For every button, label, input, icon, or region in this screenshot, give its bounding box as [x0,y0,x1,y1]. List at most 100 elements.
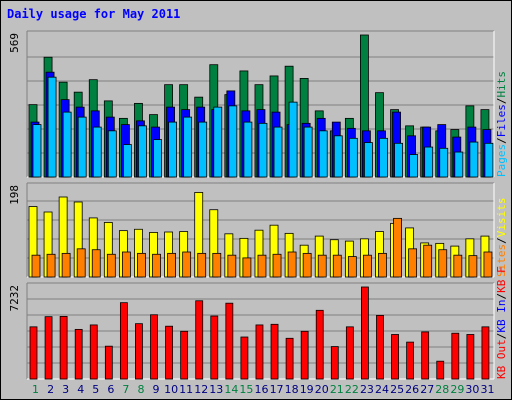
pages-bar [198,121,208,178]
day-label: 8 [137,383,144,396]
legend-entry: KB In [495,300,508,333]
sites-bar [61,252,71,278]
sites-bar [257,254,267,278]
sites-bar [332,254,342,278]
kbytes-bar [376,314,384,380]
legend-entry: Visits [495,198,508,238]
kbytes-bar [119,302,128,380]
sites-bar [393,217,402,278]
sites-bar [212,252,222,278]
kbytes-bar [255,324,264,380]
day-label: 1 [32,383,39,396]
day-label: 5 [92,383,99,396]
top-ymax-label: 569 [8,33,21,53]
pages-bar [168,121,177,178]
kbytes-bar [481,326,490,380]
legend-entry: KB Out [495,339,508,379]
kbytes-bar [210,315,219,380]
sites-bar [182,251,192,278]
kbytes-bar [225,302,234,380]
kbytes-bar [315,309,324,380]
legend-separator: / [495,293,508,300]
sites-bar [242,257,252,278]
kbytes-bar [89,324,98,380]
pages-bar [243,121,253,178]
sites-bar [137,252,146,278]
sites-bar [453,254,463,278]
legend-separator: / [495,237,508,244]
kbytes-bar [240,336,249,380]
pages-bar [122,144,132,178]
sites-bar [302,252,312,278]
pages-bar [469,141,479,178]
kbytes-bar [345,326,354,380]
day-label: 23 [360,383,374,396]
pages-bar [213,106,223,178]
pages-bar [364,142,373,178]
sites-bar [363,254,372,278]
sites-bar [347,256,357,278]
panel-0-legend: Pages/Files/Hits [495,71,508,177]
sites-bar [121,251,131,278]
pages-bar [62,111,72,178]
kbytes-bar [300,330,309,380]
kbytes-bar [59,316,68,380]
chart-title: Daily usage for May 2011 [7,7,181,21]
kbytes-bar [74,328,83,380]
kbytes-bar [195,300,204,380]
sites-bar [46,253,56,278]
pages-bar [318,130,328,178]
pages-bar [77,116,87,178]
day-label: 4 [77,383,84,396]
day-label: 11 [179,383,193,396]
legend-entry: Hits [495,71,508,98]
kbytes-bar [104,345,113,380]
day-label: 12 [194,383,208,396]
pages-bar [107,130,117,178]
day-label: 24 [375,383,389,396]
kbytes-bar [165,325,173,380]
kbytes-bar [361,286,369,380]
sites-bar [91,249,101,278]
day-label: 28 [435,383,449,396]
kbytes-bar [421,331,430,380]
kbytes-bar [406,341,415,380]
pages-bar [484,142,494,178]
legend-entry: KB F [495,266,508,293]
kbytes-bar [330,346,339,380]
sites-bar [408,248,418,278]
day-label: 18 [285,383,299,396]
sites-bar [227,254,237,278]
day-label: 20 [315,383,329,396]
day-label: 19 [300,383,314,396]
legend-separator: / [495,98,508,105]
pages-bar [153,139,162,178]
pages-bar [439,147,449,178]
pages-bar [409,154,419,178]
pages-bar [454,151,464,178]
day-label: 30 [465,383,479,396]
day-label: 21 [330,383,344,396]
sites-bar [438,249,448,278]
pages-bar [394,142,403,178]
kbytes-bar [29,326,38,380]
sites-bar [483,251,493,278]
pages-bar [424,146,434,178]
pages-bar [333,135,343,178]
day-label: 16 [255,383,269,396]
sites-bar [167,252,176,278]
pages-bar [228,105,238,178]
day-label: 27 [420,383,434,396]
kbytes-bar [270,323,279,380]
day-label: 14 [224,383,238,396]
pages-bar [273,126,283,178]
kbytes-bar [285,337,294,380]
pages-bar [288,101,298,178]
pages-bar [183,116,193,178]
sites-bar [378,252,387,278]
day-label: 6 [107,383,114,396]
pages-bar [138,125,147,178]
sites-bar [468,255,478,278]
day-label: 31 [480,383,494,396]
